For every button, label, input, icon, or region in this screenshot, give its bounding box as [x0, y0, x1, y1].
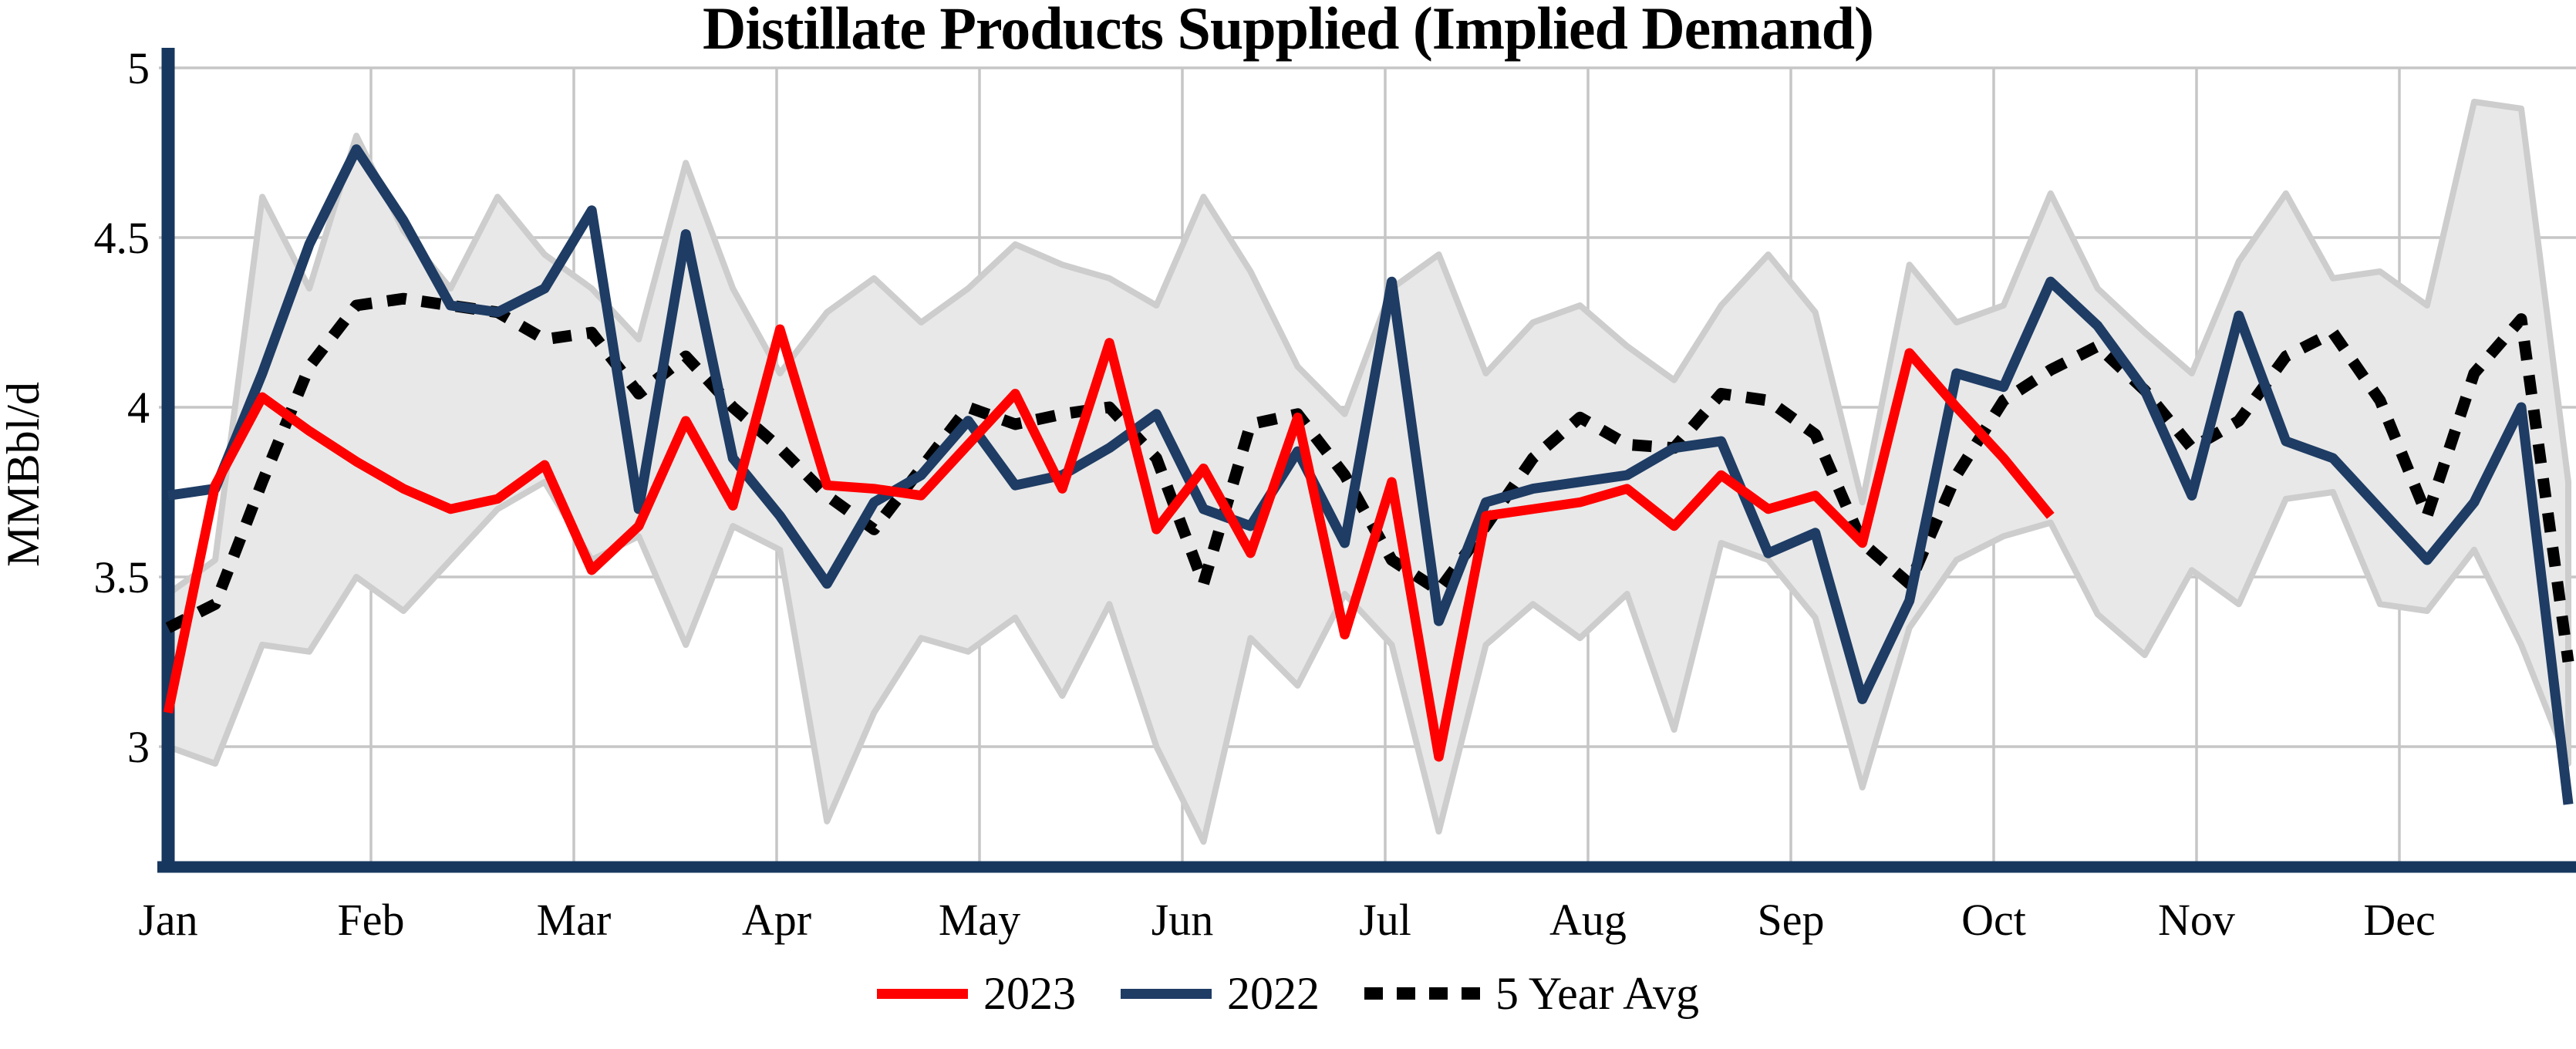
x-tick-label: May: [939, 895, 1020, 945]
y-tick-label: 3.5: [94, 552, 150, 602]
x-tick-label: Nov: [2158, 895, 2235, 945]
x-tick-label: Feb: [338, 895, 405, 945]
chart-title: Distillate Products Supplied (Implied De…: [702, 0, 1874, 62]
x-tick-label: Jan: [138, 895, 197, 945]
series-5-year-avg-line: [165, 292, 2574, 663]
legend-label-2022: 2022: [1227, 968, 1320, 1019]
legend-label-2023: 2023: [983, 968, 1077, 1019]
x-tick-label: Jun: [1151, 895, 1214, 945]
legend-item-2023: 2023: [877, 970, 1076, 1017]
y-tick-label: 4.5: [94, 213, 150, 263]
y-tick-label: 4: [127, 383, 150, 433]
y-tick-label: 3: [127, 722, 150, 772]
legend-swatch-2022-line: [1121, 988, 1212, 999]
x-tick-label: Dec: [2363, 895, 2435, 945]
legend-swatch-5yr-avg-dotted-line: [1364, 987, 1481, 1000]
x-tick-label: Apr: [742, 895, 811, 945]
axes: [157, 48, 2576, 873]
legend-item-2022: 2022: [1121, 970, 1320, 1017]
legend: 2023 2022 5 Year Avg: [0, 970, 2576, 1017]
series-2022-line: [167, 144, 2574, 805]
y-tick-labels: 5 4.5 4 3.5 3: [94, 43, 150, 772]
x-tick-label: Aug: [1549, 895, 1627, 945]
x-tick-label: Sep: [1758, 895, 1825, 945]
x-tick-label: Jul: [1359, 895, 1411, 945]
legend-label-5yr-avg: 5 Year Avg: [1495, 968, 1699, 1019]
x-tick-label: Oct: [1961, 895, 2026, 945]
legend-swatch-2023-line: [877, 988, 969, 999]
series-2023-line: [163, 324, 2055, 762]
y-tick-label: 5: [127, 43, 150, 93]
y-axis-title: MMBbl/d: [0, 382, 49, 567]
legend-item-5yr-avg: 5 Year Avg: [1364, 970, 1699, 1017]
x-tick-labels: Jan Feb Mar Apr May Jun Jul Aug Sep Oct Nov Dec: [138, 895, 2435, 945]
x-tick-label: Mar: [537, 895, 612, 945]
